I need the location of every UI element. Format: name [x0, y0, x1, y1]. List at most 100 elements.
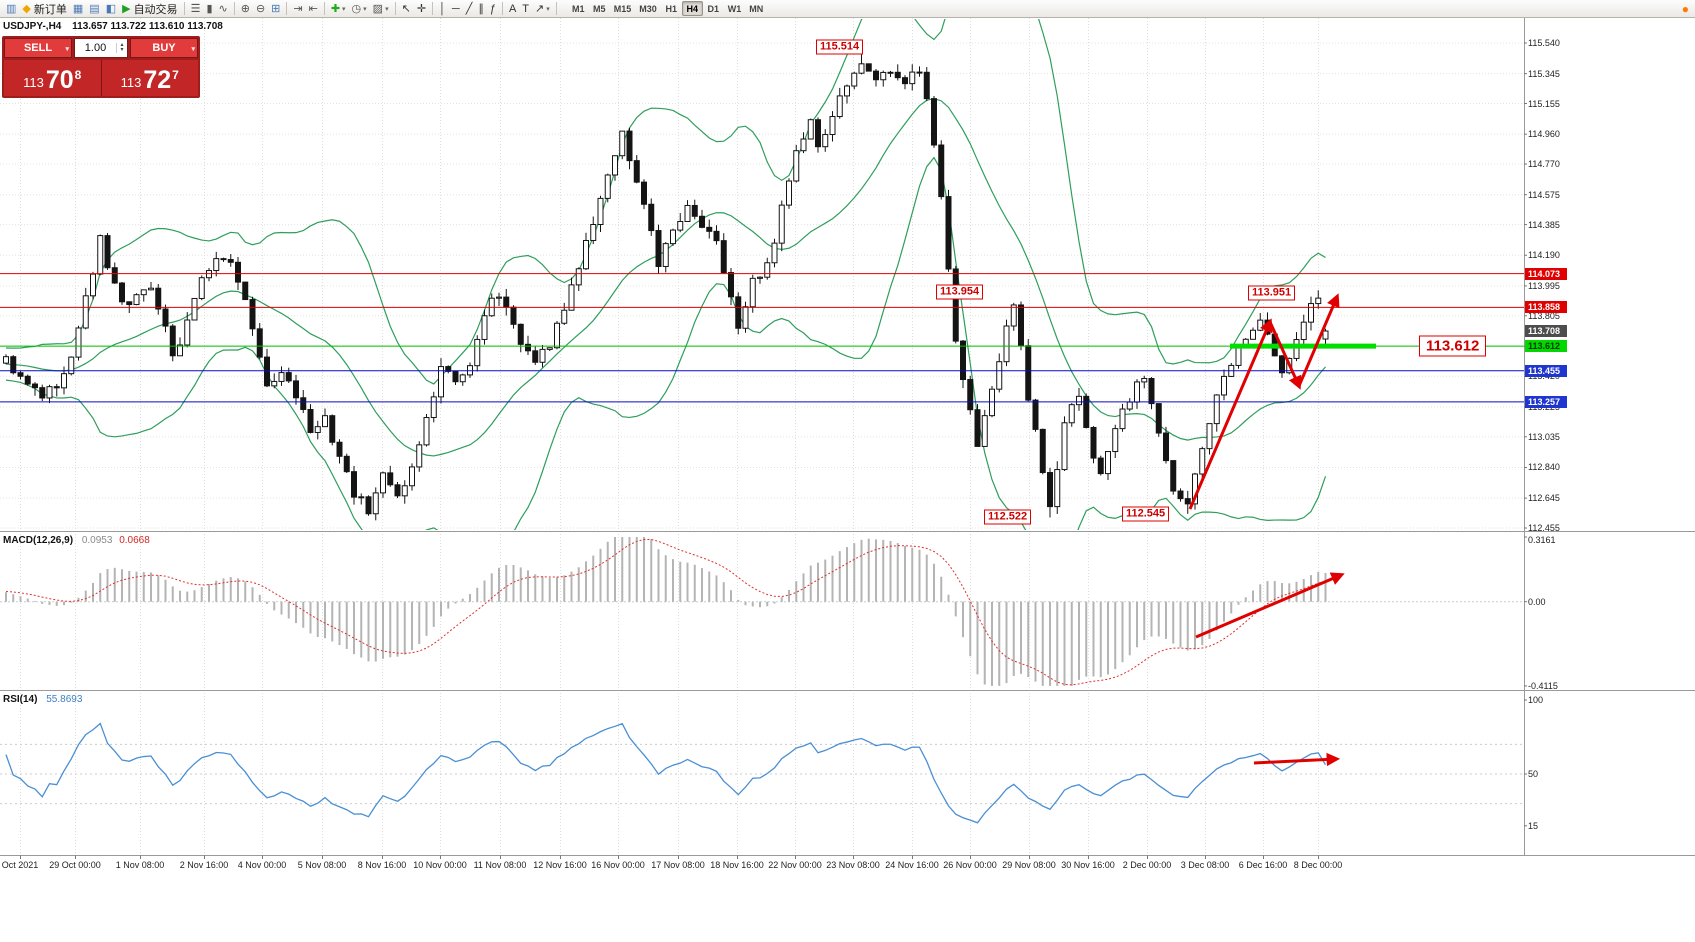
volume-up-icon[interactable]: ▴	[120, 42, 124, 48]
zoom-out-icon: ⊖	[255, 2, 266, 15]
new-chart-icon: ▥	[6, 2, 17, 15]
trend-arrow[interactable]	[1268, 321, 1302, 390]
cursor-button[interactable]: ↖	[399, 1, 414, 17]
volume-down-icon[interactable]: ▾	[120, 47, 124, 53]
time-axis-label: 8 Nov 16:00	[357, 860, 407, 870]
toolbar-separator	[394, 2, 396, 15]
channel-button[interactable]: ∥	[475, 1, 487, 17]
line-mode-button[interactable]: ∿	[216, 1, 231, 17]
trend-arrow[interactable]	[1188, 318, 1273, 510]
volume-stepper[interactable]: 1.00 ▴ ▾	[74, 38, 128, 58]
channel-icon: ∥	[478, 2, 484, 15]
price-annotation[interactable]: 115.514	[816, 39, 864, 55]
timeframe-m1[interactable]: M1	[572, 3, 585, 14]
new-order-button[interactable]: ◆ 新订单	[19, 1, 69, 17]
new-chart-button[interactable]: ▥	[3, 1, 19, 17]
text-label-button[interactable]: T	[519, 1, 532, 17]
timeframe-d1[interactable]: D1	[707, 3, 720, 14]
periods-button[interactable]: ◷ ▾	[349, 1, 370, 17]
price-scale-label: 112.840	[1528, 462, 1560, 473]
rsi-value: 55.8693	[46, 694, 83, 705]
charts-layout-button[interactable]: ▦	[70, 1, 86, 17]
timeframe-m30[interactable]: M30	[639, 3, 657, 14]
periods-button-caret-icon[interactable]: ▾	[363, 5, 367, 13]
macd-signal-value: 0.0668	[119, 535, 150, 546]
time-axis-label: 29 Oct 00:00	[49, 860, 101, 870]
timeframe-m5[interactable]: M5	[593, 3, 606, 14]
templates-button-caret-icon[interactable]: ▾	[385, 5, 389, 13]
sell-button[interactable]: SELL ▾	[4, 38, 72, 58]
sell-button-label: SELL	[23, 42, 53, 54]
time-axis-label: 1 Nov 08:00	[115, 860, 165, 870]
candles-mode-button[interactable]: ▮	[203, 1, 215, 17]
tile-windows-button[interactable]: ⊞	[268, 1, 283, 17]
rsi-scale-label: 50	[1528, 769, 1539, 779]
price-annotation[interactable]: 112.545	[1122, 506, 1170, 522]
sell-caret-icon[interactable]: ▾	[65, 46, 69, 53]
timeframe-mn[interactable]: MN	[749, 3, 764, 14]
buy-price-big: 72	[143, 66, 172, 94]
price-annotation[interactable]: 112.522	[984, 509, 1032, 525]
toolbar-separator	[286, 2, 288, 15]
toolbar-separator	[233, 2, 235, 15]
text-button[interactable]: A	[506, 1, 519, 17]
zoom-in-icon: ⊕	[240, 2, 250, 15]
periods-icon: ◷	[351, 2, 362, 15]
fibonacci-button[interactable]: ƒ	[487, 1, 499, 17]
volume-spin-buttons[interactable]: ▴ ▾	[116, 42, 127, 53]
price-badge: 113.708	[1525, 325, 1567, 337]
toolbar-separator	[432, 2, 434, 15]
arrows-button-caret-icon[interactable]: ▾	[546, 5, 550, 13]
buy-caret-icon[interactable]: ▾	[191, 46, 195, 53]
trend-arrow[interactable]	[1297, 293, 1340, 387]
zoom-out-button[interactable]: ⊖	[253, 1, 268, 17]
autotrading-button[interactable]: ▶ 自动交易	[119, 1, 180, 17]
price-annotation[interactable]: 113.954	[936, 284, 984, 300]
trendline-button[interactable]: ╱	[463, 1, 476, 17]
buy-price-sup: 7	[172, 68, 179, 82]
text-icon: A	[508, 2, 517, 15]
broker-logo[interactable]: ●	[1681, 1, 1689, 16]
trendline-icon: ╱	[465, 2, 473, 15]
timeframe-h1[interactable]: H1	[665, 3, 678, 14]
vertical-line-button[interactable]: │	[436, 1, 449, 17]
profiles-button[interactable]: ▤	[86, 1, 102, 17]
bollinger-lower	[5, 156, 1327, 530]
auto-scroll-button[interactable]: ⇥	[290, 1, 305, 17]
rsi-indicator-label: RSI(14) 55.8693	[3, 694, 82, 705]
timeframe-m15[interactable]: M15	[613, 3, 632, 14]
data-window-button[interactable]: ◧	[103, 1, 119, 17]
sell-price-display[interactable]: 113 70 8	[4, 60, 102, 96]
price-annotation[interactable]: 113.612	[1419, 335, 1487, 357]
add-indicator-button[interactable]: ✚ ▾	[328, 1, 349, 17]
zoom-in-button[interactable]: ⊕	[238, 1, 253, 17]
add-indicator-button-caret-icon[interactable]: ▾	[342, 5, 346, 13]
macd-name: MACD(12,26,9)	[3, 535, 74, 546]
fibonacci-icon: ƒ	[489, 2, 496, 15]
add-indicator-icon: ✚	[330, 2, 341, 15]
volume-value[interactable]: 1.00	[84, 42, 107, 54]
chart-shift-button[interactable]: ⇤	[306, 1, 321, 17]
trend-arrow[interactable]	[1253, 752, 1341, 767]
trend-arrow[interactable]	[1195, 572, 1345, 639]
bars-mode-button[interactable]: ☰	[188, 1, 204, 17]
new-order-icon: ◆	[22, 2, 31, 15]
timeframe-w1[interactable]: W1	[727, 3, 742, 14]
crosshair-button[interactable]: ✛	[414, 1, 429, 17]
buy-button[interactable]: BUY ▾	[130, 38, 198, 58]
price-annotation[interactable]: 113.951	[1248, 285, 1296, 301]
timeframe-h4[interactable]: H4	[681, 1, 703, 16]
time-axis-label: 6 Dec 16:00	[1238, 860, 1288, 870]
horizontal-line-button[interactable]: ─	[449, 1, 463, 17]
line-mode-icon: ∿	[218, 2, 228, 15]
templates-button[interactable]: ▨ ▾	[370, 1, 392, 17]
autotrading-button-label: 自动交易	[133, 3, 178, 16]
price-scale-label: 113.805	[1528, 310, 1560, 321]
profiles-icon: ▤	[89, 2, 100, 15]
buy-price-display[interactable]: 113 72 7	[101, 60, 198, 96]
rsi-scale-label: 100	[1528, 695, 1544, 705]
time-axis-label: 22 Nov 00:00	[768, 860, 822, 870]
arrows-button[interactable]: ↗ ▾	[532, 1, 553, 17]
